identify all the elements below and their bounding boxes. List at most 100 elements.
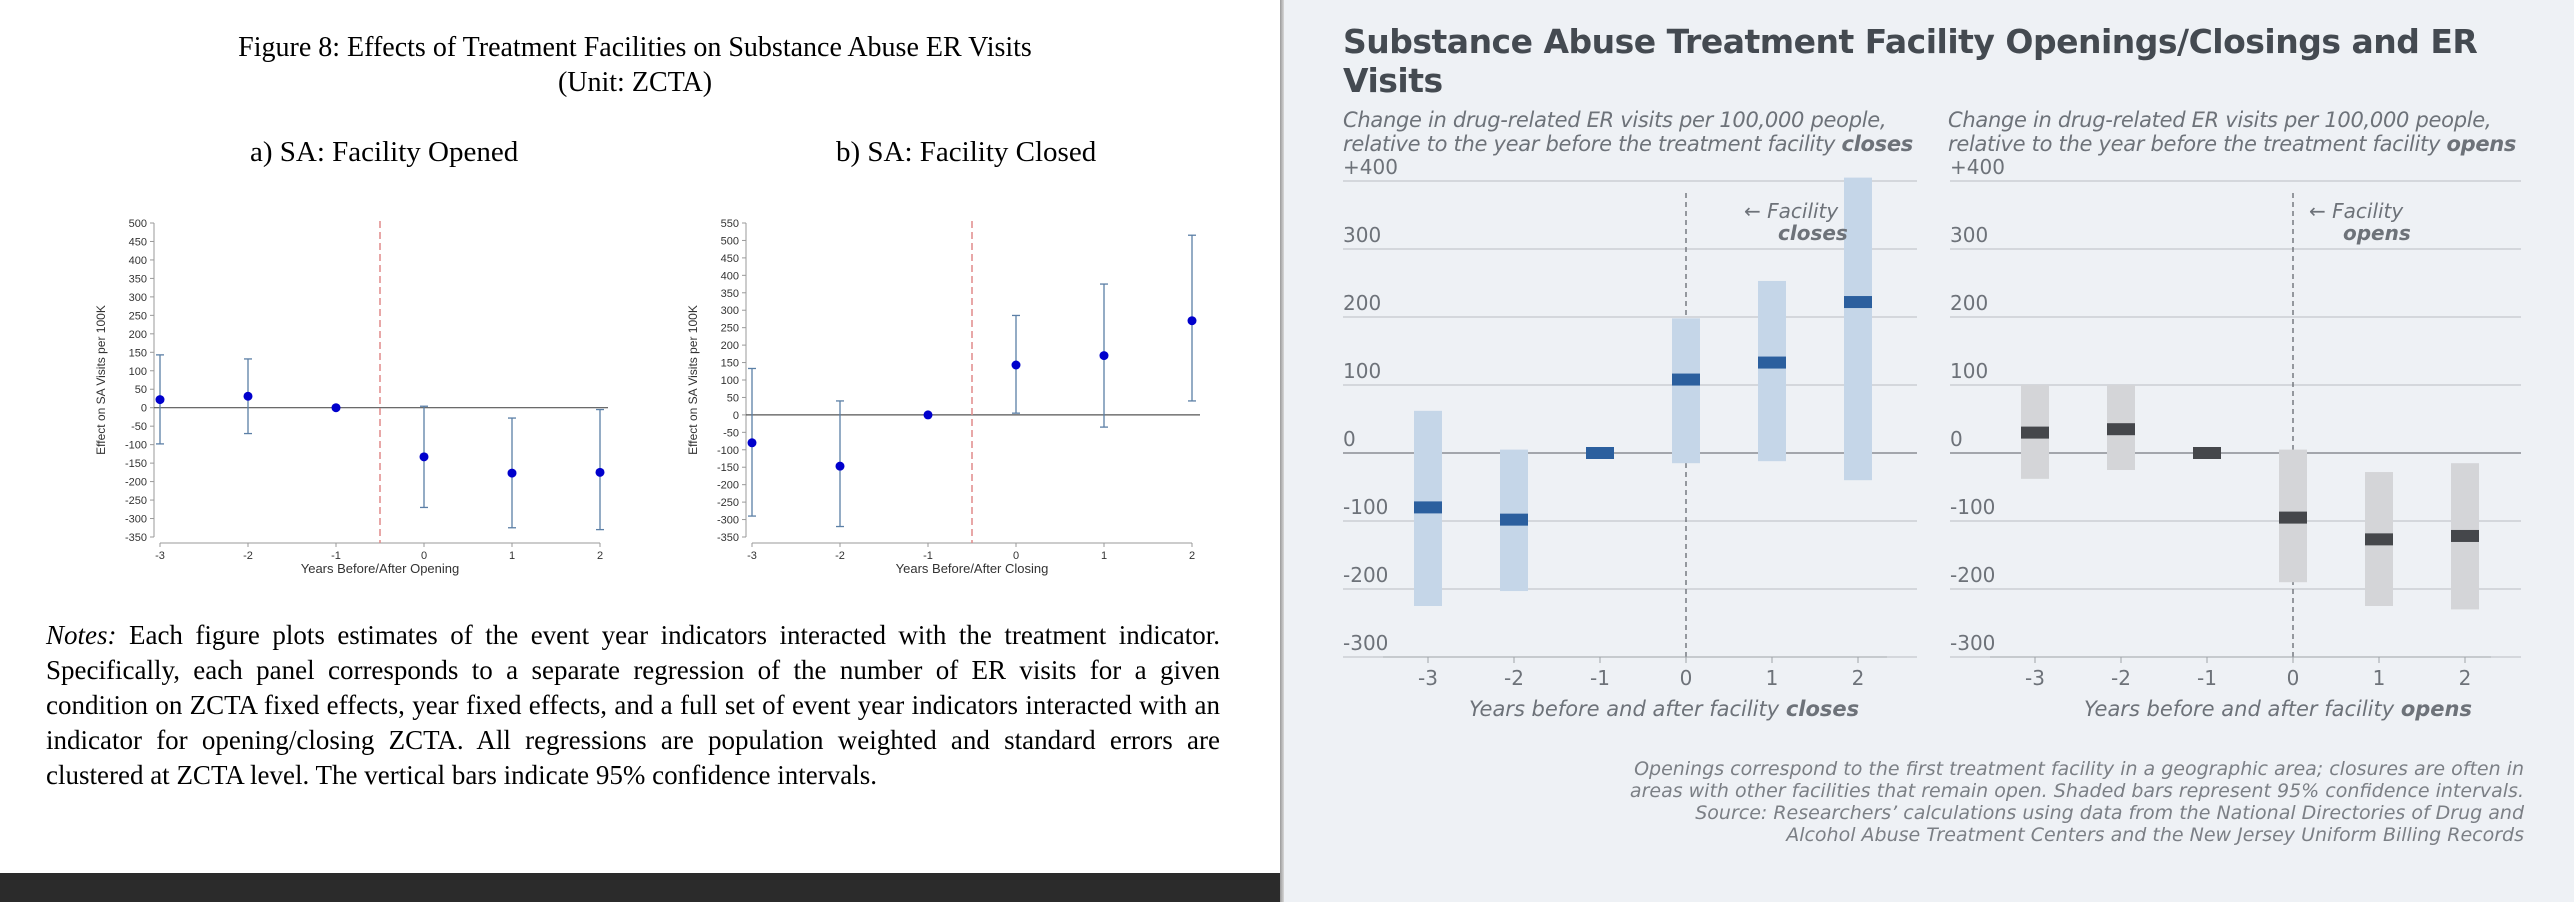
paper-a-estimate-point [155,395,165,405]
opens-y-tick-label: 0 [1950,427,1963,451]
figure-notes: Notes: Each figure plots estimates of th… [46,618,1220,793]
paper-a-y-tick-label: -50 [131,421,147,433]
closes-x-tick-label: -2 [1504,666,1524,690]
opens-estimate-marker [2107,423,2135,436]
paper-b-y-tick-label: 500 [721,235,739,247]
paper-b-y-tick-label: 300 [721,305,739,317]
opens-x-tick-label: 0 [2287,666,2300,690]
paper-b-y-axis-title: Effect on SA Visits per 100K [686,305,700,455]
paper-b-estimate-point [923,410,933,420]
opens-x-axis-label: Years before and after facility opens [2084,697,2472,721]
paper-b-y-tick-label: 450 [721,253,739,265]
paper-b-x-tick-label: -2 [835,550,845,562]
paper-a-estimate-point [243,391,253,401]
closes-y-tick-label: 200 [1343,291,1381,315]
paper-b-y-tick-label: 200 [721,340,739,352]
paper-a-x-tick-label: 2 [597,550,603,562]
panel-b-title: b) SA: Facility Closed [836,136,1097,168]
opens-estimate-marker [2451,529,2479,542]
footnote-line-3: Source: Researchers’ calculations using … [1695,802,2524,824]
paper-charts: 500450400350300250200150100500-50-100-15… [94,218,1200,576]
paper-b-estimate-point [747,438,757,448]
annotation-arrow-opens: ← [2309,199,2326,223]
paper-a-y-axis-title: Effect on SA Visits per 100K [94,305,108,455]
closes-x-tick-label: 0 [1680,666,1693,690]
closes-annotation: ← Facility closes [1744,200,1848,244]
paper-b-y-tick-label: -50 [723,427,739,439]
xlabel-emph-opens: opens [2400,697,2472,721]
paper-a-estimate-point [419,452,429,462]
paper-b-y-tick-label: 150 [721,358,739,370]
paper-a-x-tick-label: 1 [509,550,515,562]
paper-a-y-tick-label: 450 [129,236,147,248]
paper-b-x-axis-title: Years Before/After Closing [896,561,1049,576]
closes-subtitle: Change in drug-related ER visits per 100… [1343,108,1933,156]
opens-x-tick-label: 2 [2459,666,2472,690]
paper-a-y-tick-label: -300 [125,514,147,526]
paper-b-estimate-point [835,461,845,471]
closes-y-tick-label: -200 [1343,563,1388,587]
split-divider[interactable] [1280,0,1284,902]
opens-y-tick-label: -100 [1950,495,1995,519]
opens-estimate-marker [2021,426,2049,439]
paper-a-y-tick-label: 400 [129,255,147,267]
opens-x-tick-label: -3 [2025,666,2045,690]
annotation-facility-closes: Facility [1767,199,1839,223]
paper-b-y-tick-label: 50 [727,392,739,404]
notes-label: Notes: [46,620,117,650]
paper-b-y-tick-label: -100 [717,445,739,457]
closes-estimate-marker [1586,447,1614,459]
closes-x-axis-label: Years before and after facility closes [1469,697,1859,721]
closes-x-tick-label: 1 [1766,666,1779,690]
paper-b-y-tick-label: 550 [721,218,739,230]
paper-b-y-tick-label: 0 [733,410,739,422]
paper-a-y-tick-label: 250 [129,310,147,322]
opens-y-tick-label: 300 [1950,223,1988,247]
paper-b-y-tick-label: -200 [717,480,739,492]
paper-a-y-tick-label: -350 [125,532,147,544]
subtitle-emph-opens: opens [2446,132,2517,156]
paper-a-y-tick-label: 50 [135,384,147,396]
paper-a-y-tick-label: 500 [129,218,147,230]
xlabel-text-opens: Years before and after facility [2084,697,2401,721]
figure-unit: (Unit: ZCTA) [557,67,713,98]
closes-y-tick-label: +400 [1343,155,1398,179]
paper-a-y-tick-label: 350 [129,273,147,285]
paper-a-y-tick-label: 150 [129,347,147,359]
closes-estimate-marker [1414,501,1442,514]
figure-title: Figure 8: Effects of Treatment Facilitie… [238,32,1032,63]
footnote-line-4: Alcohol Abuse Treatment Centers and the … [1786,824,2524,846]
opens-subtitle: Change in drug-related ER visits per 100… [1948,108,2538,156]
paper-a-chart: 500450400350300250200150100500-50-100-15… [94,218,608,576]
opens-x-tick-label: -2 [2111,666,2131,690]
paper-b-y-tick-label: 100 [721,375,739,387]
paper-a-x-tick-label: 0 [421,550,427,562]
opens-estimate-marker [2279,511,2307,524]
opens-chart: +400 300 200 100 0 -100 -200 -300 -3 -2 -1 0 1 2 [1950,155,2521,690]
opens-y-tick-label: -200 [1950,563,1995,587]
paper-b-y-tick-label: -300 [717,515,739,527]
footnote-line-2: areas with other facilities that remain … [1629,780,2524,802]
annotation-arrow-closes: ← [1744,199,1761,223]
paper-b-y-tick-label: 400 [721,270,739,282]
paper-b-y-tick-label: -250 [717,497,739,509]
subtitle-text-closes: Change in drug-related ER visits per 100… [1343,108,1887,156]
closes-y-tick-label: 100 [1343,359,1381,383]
opens-y-tick-label: -300 [1950,631,1995,655]
infographic-panel: Substance Abuse Treatment Facility Openi… [1284,0,2574,902]
opens-y-tick-label: 200 [1950,291,1988,315]
footnote: Openings correspond to the first treatme… [1524,758,2524,846]
paper-a-x-axis-title: Years Before/After Opening [301,561,460,576]
opens-annotation: ← Facility opens [2309,200,2411,244]
footnote-line-1: Openings correspond to the first treatme… [1634,758,2524,780]
paper-b-y-tick-label: 350 [721,288,739,300]
closes-estimate-marker [1844,296,1872,309]
paper-a-y-tick-label: -100 [125,440,147,452]
closes-y-tick-label: -100 [1343,495,1388,519]
paper-b-estimate-point [1011,360,1021,370]
paper-b-estimate-point [1187,316,1197,326]
paper-b-estimate-point [1099,351,1109,361]
xlabel-emph-closes: closes [1785,697,1860,721]
opens-y-tick-label: +400 [1950,155,2005,179]
